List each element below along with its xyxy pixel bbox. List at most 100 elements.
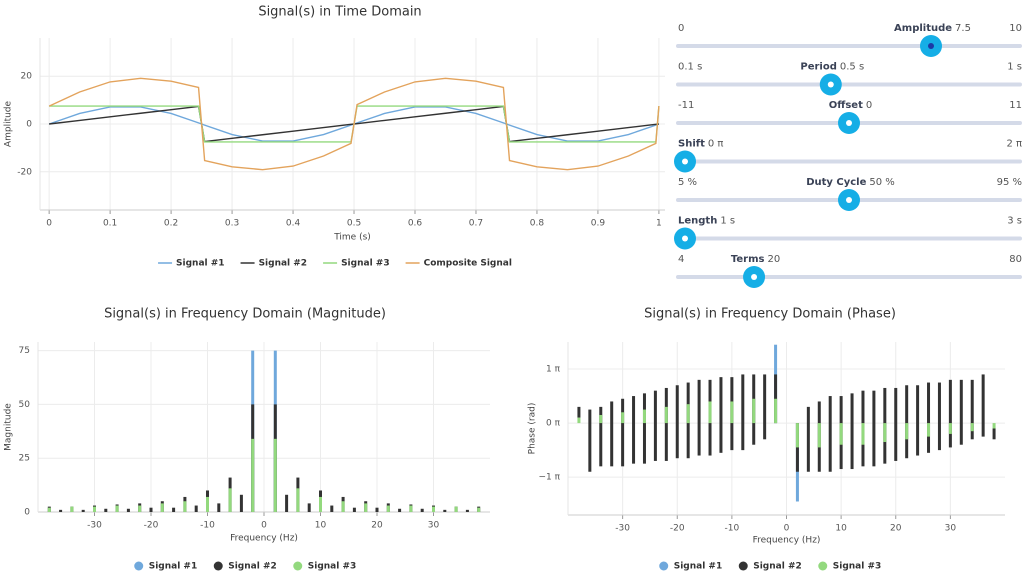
slider[interactable]: 0 10 Amplitude 7.5	[676, 23, 1022, 57]
slider-thumb-dot	[827, 81, 834, 88]
slider-thumb-dot	[846, 120, 852, 126]
slider-thumb-dot	[682, 158, 688, 165]
bar	[948, 423, 952, 434]
slider-max: 95 %	[997, 177, 1022, 188]
bar	[894, 387, 898, 461]
legend-item[interactable]: Signal #1	[158, 259, 225, 269]
legend-item[interactable]: Signal #2	[738, 561, 802, 572]
bar	[239, 494, 243, 512]
y-tick-label: 25	[19, 454, 30, 464]
x-tick-label: 10	[835, 524, 847, 534]
bar	[194, 505, 198, 512]
bar	[981, 374, 985, 437]
x-tick-label: 0.6	[408, 219, 423, 229]
legend: Signal #1 Signal #2 Signal #3 Composite Sig…	[158, 259, 512, 269]
slider-label: Amplitude 7.5	[894, 23, 971, 34]
slider-name: Length	[678, 216, 717, 227]
legend: Signal #1 Signal #2 Signal #3	[659, 561, 882, 572]
legend-item[interactable]: Signal #2	[213, 561, 277, 572]
bar	[916, 385, 920, 456]
slider-name: Duty Cycle	[806, 177, 866, 188]
y-axis-label: Magnitude	[4, 403, 14, 451]
bar	[217, 503, 221, 512]
slider-thumb-dot	[682, 235, 688, 242]
slider[interactable]: 2 π Shift 0 π	[674, 139, 1022, 173]
legend-label: Signal #2	[753, 562, 802, 572]
x-tick-label: 0.1	[103, 219, 117, 229]
bar	[905, 385, 909, 459]
y-tick-label: 1 π	[546, 365, 561, 375]
legend-item[interactable]: Signal #1	[659, 561, 723, 572]
slider-track	[676, 82, 1022, 87]
bar	[160, 503, 164, 512]
legend-item[interactable]: Signal #3	[293, 561, 356, 572]
slider[interactable]: 0.1 s 1 s Period 0.5 s	[676, 62, 1022, 96]
bar	[341, 501, 345, 512]
legend-label: Signal #3	[833, 562, 882, 572]
bar	[708, 401, 712, 424]
bar	[296, 488, 300, 512]
x-tick-label: -20	[144, 521, 159, 531]
x-tick-label: 0	[46, 219, 52, 229]
x-tick-label: 0	[784, 524, 790, 534]
legend-label: Signal #2	[259, 259, 308, 269]
bar	[817, 423, 821, 448]
legend-item[interactable]: Signal #1	[134, 561, 197, 572]
slider-name: Terms	[731, 254, 765, 265]
slider[interactable]: 3 s Length 1 s	[674, 216, 1022, 250]
bar	[465, 509, 469, 512]
legend-label: Signal #1	[674, 562, 723, 572]
legend-swatch	[213, 561, 223, 571]
bar	[398, 508, 402, 512]
x-tick-label: 20	[890, 524, 902, 534]
bar	[149, 507, 153, 512]
bar	[70, 506, 74, 512]
slider-max: 10	[1009, 23, 1022, 34]
bar	[883, 423, 887, 443]
series-line	[49, 105, 659, 143]
bar	[664, 387, 668, 461]
bar	[352, 507, 356, 512]
legend-item[interactable]: Signal #2	[240, 259, 308, 269]
x-tick-label: 0.8	[530, 219, 545, 229]
legend-item[interactable]: Signal #3	[323, 259, 390, 269]
bar	[970, 423, 974, 432]
x-axis-label: Frequency (Hz)	[753, 536, 821, 546]
y-tick-label: 50	[19, 400, 31, 410]
bar	[251, 438, 255, 512]
slider-max: 1 s	[1007, 62, 1022, 73]
slider[interactable]: -11 11 Offset 0	[676, 100, 1022, 134]
slider-min: 0.1 s	[678, 62, 702, 73]
bar	[364, 503, 368, 512]
bar	[795, 423, 799, 448]
y-tick-label: 0	[24, 508, 30, 518]
y-tick-label: −1 π	[538, 473, 560, 483]
slider[interactable]: 5 % 95 % Duty Cycle 50 %	[676, 177, 1022, 211]
slider[interactable]: 4 80 Terms 20	[676, 254, 1022, 288]
legend-item[interactable]: Signal #3	[818, 561, 882, 572]
slider-value: 50 %	[869, 177, 894, 188]
slider-name: Period	[800, 62, 837, 73]
bar	[970, 379, 974, 440]
bar	[948, 379, 952, 448]
legend-label: Signal #3	[341, 259, 390, 269]
bar	[927, 423, 931, 437]
bar	[81, 509, 85, 512]
slider-min: 0	[678, 23, 684, 34]
bar	[285, 494, 289, 512]
legend-label: Composite Signal	[424, 259, 512, 269]
x-tick-label: -30	[87, 521, 102, 531]
slider-label: Shift 0 π	[678, 139, 723, 150]
slider-thumb-dot	[928, 43, 934, 49]
slider-name: Amplitude	[894, 23, 952, 34]
x-axis-label: Time (s)	[333, 233, 371, 243]
bar	[839, 423, 843, 445]
bar	[642, 409, 646, 424]
bar	[763, 374, 767, 440]
x-tick-label: 0.3	[225, 219, 239, 229]
x-tick-label: -30	[615, 524, 630, 534]
x-tick-label: -10	[200, 521, 215, 531]
x-axis-label: Frequency (Hz)	[230, 534, 298, 544]
slider-value: 0	[866, 100, 872, 111]
legend-item[interactable]: Composite Signal	[405, 259, 512, 269]
